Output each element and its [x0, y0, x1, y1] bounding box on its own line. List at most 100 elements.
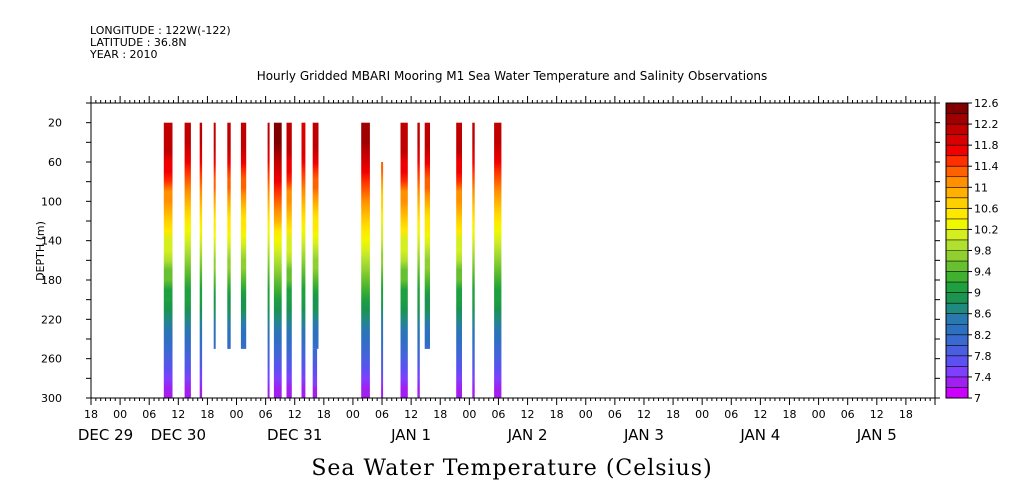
x-tick-label: 00 — [812, 408, 826, 421]
x-tick-label: 00 — [230, 408, 244, 421]
temperature-segment — [400, 122, 408, 398]
colorbar-label: 9.8 — [974, 245, 992, 258]
colorbar-swatch — [946, 124, 968, 136]
temperature-segment — [184, 122, 191, 398]
year-label: YEAR : 2010 — [90, 48, 158, 61]
x-tick-label: 00 — [462, 408, 476, 421]
y-tick-label: 220 — [41, 313, 62, 326]
plot-frame — [90, 102, 936, 399]
colorbar-label: 12.2 — [974, 118, 999, 131]
temperature-segment — [494, 122, 502, 398]
colorbar-swatch — [946, 134, 968, 146]
x-tick-label: 18 — [84, 408, 98, 421]
temperature-segment — [213, 122, 216, 349]
x-day-label: JAN 2 — [507, 426, 548, 444]
colorbar-swatch — [946, 155, 968, 167]
x-tick-label: 18 — [550, 408, 564, 421]
colorbar-swatch — [946, 313, 968, 325]
colorbar-label: 8.2 — [974, 329, 992, 342]
temperature-segment — [417, 122, 420, 398]
colorbar-swatch — [946, 355, 968, 367]
temperature-segment — [199, 122, 203, 398]
colorbar-swatch — [946, 103, 968, 115]
x-axis-label: Sea Water Temperature (Celsius) — [311, 456, 712, 481]
x-tick-label: 06 — [259, 408, 273, 421]
x-tick-label: 12 — [521, 408, 535, 421]
x-tick-label: 18 — [433, 408, 447, 421]
colorbar-swatch — [946, 376, 968, 388]
temperature-segment — [312, 122, 319, 349]
x-tick-label: 12 — [171, 408, 185, 421]
y-tick-label: 300 — [41, 392, 62, 405]
y-tick-label: 140 — [41, 235, 62, 248]
y-tick-label: 60 — [48, 156, 62, 169]
temperature-segment — [267, 122, 270, 398]
chart-title: Hourly Gridded MBARI Mooring M1 Sea Wate… — [257, 69, 768, 83]
temperature-segment — [240, 122, 247, 349]
temperature-segment — [227, 122, 231, 349]
x-tick-label: 18 — [317, 408, 331, 421]
colorbar-swatch — [946, 239, 968, 251]
colorbar-swatch — [946, 176, 968, 188]
x-day-label: JAN 4 — [739, 426, 780, 444]
colorbar-swatch — [946, 303, 968, 315]
colorbar-swatch — [946, 250, 968, 262]
x-tick-label: 00 — [695, 408, 709, 421]
colorbar-swatch — [946, 145, 968, 157]
x-tick-label: 12 — [637, 408, 651, 421]
colorbar-label: 7.8 — [974, 350, 992, 363]
x-tick-label: 18 — [899, 408, 913, 421]
colorbar-swatch — [946, 387, 968, 399]
temperature-segment — [301, 122, 306, 398]
temperature-segment — [286, 122, 292, 398]
x-day-label: DEC 29 — [78, 426, 133, 444]
y-tick-label: 180 — [41, 274, 62, 287]
x-tick-label: 06 — [491, 408, 505, 421]
temperature-segment — [163, 122, 173, 398]
x-tick-label: 18 — [666, 408, 680, 421]
x-axis: 18 00 06 12 18 00 06 12 18 00 06 12 18 00 06 12 18 00 06 12… — [78, 96, 936, 444]
colorbar-label: 10.6 — [974, 202, 999, 215]
colorbar-label: 11.4 — [974, 160, 999, 173]
colorbar-label: 11.8 — [974, 139, 999, 152]
colorbar-label: 9 — [974, 287, 981, 300]
colorbar-swatch — [946, 208, 968, 220]
colorbar-swatch — [946, 229, 968, 241]
temperature-segment — [472, 122, 475, 398]
colorbar-swatch — [946, 218, 968, 230]
temperature-segment — [456, 122, 462, 398]
colorbar-swatch — [946, 345, 968, 357]
colorbar-swatch — [946, 271, 968, 283]
temperature-segment — [361, 122, 370, 398]
y-tick-label: 100 — [41, 195, 62, 208]
colorbar-label: 7.4 — [974, 371, 992, 384]
x-tick-label: 00 — [113, 408, 127, 421]
x-tick-label: 18 — [200, 408, 214, 421]
colorbar-swatch — [946, 282, 968, 294]
x-tick-label: 06 — [608, 408, 622, 421]
colorbar-label: 12.6 — [974, 97, 999, 110]
colorbar-swatch — [946, 324, 968, 336]
x-tick-label: 06 — [841, 408, 855, 421]
x-tick-label: 12 — [288, 408, 302, 421]
longitude-label: LONGITUDE : 122W(-122) — [90, 24, 231, 37]
temperature-segment — [381, 162, 384, 398]
colorbar-label: 7 — [974, 392, 981, 405]
colorbar-swatch — [946, 334, 968, 346]
colorbar-label: 8.6 — [974, 308, 992, 321]
y-tick-label: 260 — [41, 353, 62, 366]
y-tick-label: 20 — [48, 117, 62, 130]
x-day-label: JAN 5 — [856, 426, 897, 444]
colorbar-swatch — [946, 366, 968, 378]
temperature-segment — [312, 348, 318, 398]
x-tick-label: 06 — [142, 408, 156, 421]
colorbar-swatch — [946, 261, 968, 273]
x-tick-label: 06 — [724, 408, 738, 421]
colorbar-swatch — [946, 166, 968, 178]
x-tick-label: 12 — [753, 408, 767, 421]
temperature-segment — [424, 122, 430, 349]
x-tick-label: 12 — [404, 408, 418, 421]
colorbar-swatch — [946, 187, 968, 199]
x-day-label: DEC 30 — [151, 426, 206, 444]
y-axis: 20 60 100 140 180 220 260 300 — [41, 102, 940, 405]
